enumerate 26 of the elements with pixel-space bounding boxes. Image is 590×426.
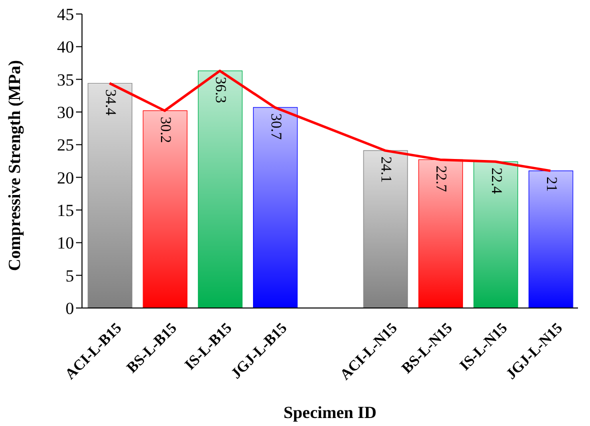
bar — [363, 150, 408, 308]
y-tick-label: 30 — [57, 103, 74, 122]
y-tick-label: 45 — [57, 5, 74, 24]
data-label: 22.7 — [432, 166, 449, 192]
y-tick-label: 10 — [57, 234, 74, 253]
data-label: 30.7 — [267, 113, 284, 140]
y-tick-label: 0 — [66, 299, 74, 318]
data-label: 21 — [542, 176, 559, 192]
y-tick-label: 20 — [57, 168, 74, 188]
y-tick-label: 35 — [57, 70, 74, 90]
y-tick-label: 5 — [66, 266, 74, 286]
x-axis-title: Specimen ID — [283, 403, 377, 422]
y-tick-label: 40 — [57, 38, 74, 57]
data-label: 34.4 — [102, 89, 118, 116]
data-label: 24.1 — [378, 156, 394, 183]
data-label: 30.2 — [157, 116, 174, 143]
bar — [88, 82, 132, 308]
data-label: 36.3 — [212, 76, 228, 104]
y-tick-label: 15 — [57, 201, 74, 220]
bar — [473, 161, 518, 308]
bar — [528, 170, 574, 308]
bar — [198, 70, 243, 308]
y-tick-label: 25 — [57, 136, 74, 155]
y-axis-title: Compressive Strength (MPa) — [5, 60, 24, 271]
bar — [253, 107, 298, 308]
data-label: 22.4 — [488, 168, 504, 194]
